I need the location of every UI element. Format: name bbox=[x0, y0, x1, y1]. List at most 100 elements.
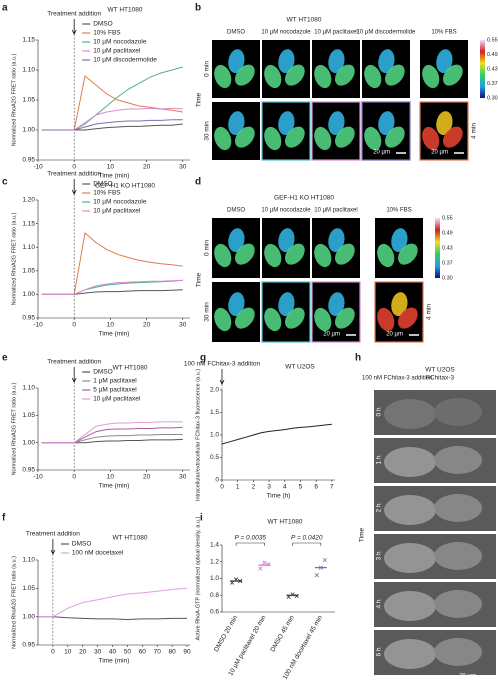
data-point bbox=[290, 592, 295, 597]
row-label: 1 h bbox=[376, 455, 383, 464]
colorbar-label: 0.30 bbox=[442, 275, 453, 281]
x-tick-label: 30 bbox=[179, 322, 187, 329]
annotation-arrow bbox=[71, 19, 77, 35]
panel-subtitle: FChitax-3 bbox=[426, 375, 455, 382]
cell bbox=[377, 307, 395, 332]
data-point bbox=[294, 594, 299, 599]
x-tick-label: 10 bbox=[107, 474, 115, 481]
x-axis-label: Time (min) bbox=[99, 483, 130, 490]
cell bbox=[385, 126, 405, 148]
y-tick-label: 1.2 bbox=[210, 558, 219, 565]
panel-title: GEF-H1 KO HT1080 bbox=[274, 195, 334, 202]
cell bbox=[436, 111, 453, 136]
cell bbox=[398, 307, 418, 329]
p-value: P = 0.0035 bbox=[235, 535, 267, 542]
cell bbox=[285, 307, 305, 329]
cell bbox=[377, 243, 395, 268]
x-tick-label: 20 bbox=[79, 649, 87, 656]
legend-label: 1 µM paclitaxel bbox=[93, 378, 137, 385]
x-tick-label: 3 bbox=[267, 484, 271, 491]
y-tick-label: 1.0 bbox=[210, 432, 219, 439]
annotation-arrow bbox=[71, 179, 77, 195]
x-axis-label: Time (min) bbox=[99, 173, 130, 180]
series-line bbox=[41, 289, 183, 295]
x-tick-label: 70 bbox=[154, 649, 162, 656]
x-tick-label: 50 bbox=[124, 649, 132, 656]
colorbar-label: 0.37 bbox=[442, 260, 453, 266]
x-tick-label: -10 bbox=[33, 322, 43, 329]
column-header: 10% FBS bbox=[386, 208, 411, 214]
series-line bbox=[41, 232, 183, 295]
x-tick-label: 0 bbox=[220, 484, 224, 491]
cell bbox=[385, 64, 405, 86]
x-tick-label: 40 bbox=[109, 649, 117, 656]
y-tick-label: 1.00 bbox=[22, 291, 35, 298]
y-tick-label: 1.05 bbox=[22, 97, 35, 104]
cell bbox=[235, 126, 255, 148]
series-line bbox=[38, 587, 188, 618]
cell bbox=[364, 64, 382, 89]
chart-title: WT HT1080 bbox=[113, 535, 148, 542]
y-tick-label: 1.00 bbox=[22, 127, 35, 134]
cell bbox=[314, 126, 332, 151]
legend-label: DMSO bbox=[93, 21, 113, 28]
row-label: 2 h bbox=[376, 503, 383, 512]
cell bbox=[364, 126, 382, 151]
cell bbox=[214, 243, 232, 268]
data-point bbox=[286, 594, 291, 600]
x-tick-label: 10 bbox=[107, 164, 115, 171]
axis-label: Time bbox=[196, 93, 203, 108]
panel-label: i bbox=[200, 513, 203, 524]
x-tick-label: 30 bbox=[179, 164, 187, 171]
row-label: 4 min bbox=[471, 123, 478, 139]
colorbar-label: 0.30 bbox=[487, 95, 498, 101]
annotation-text: Treatment addition bbox=[47, 171, 101, 178]
series-line bbox=[41, 107, 183, 131]
cell bbox=[436, 49, 453, 74]
series-line bbox=[41, 279, 183, 295]
cell bbox=[398, 243, 418, 265]
x-tick-label: 60 bbox=[139, 649, 147, 656]
cell bbox=[228, 228, 245, 253]
series-line bbox=[38, 616, 187, 621]
cell bbox=[264, 64, 282, 89]
cell bbox=[328, 292, 345, 317]
column-header: 10 µM paclitaxel bbox=[314, 208, 357, 214]
cell bbox=[434, 638, 482, 666]
x-tick-label: DMSO 20 min bbox=[213, 614, 240, 653]
colorbar-label: 0.37 bbox=[487, 81, 498, 87]
cell bbox=[214, 307, 232, 332]
scale-label: 20 µm bbox=[373, 150, 390, 156]
y-tick-label: 0.95 bbox=[22, 467, 35, 474]
colorbar-label: 0.43 bbox=[442, 245, 453, 251]
cell bbox=[443, 126, 463, 148]
panel-title: WT HT1080 bbox=[287, 17, 322, 24]
x-axis-label: Time (min) bbox=[99, 658, 130, 665]
column-header: DMSO bbox=[227, 208, 245, 214]
y-tick-label: 1.0 bbox=[210, 575, 219, 582]
cell bbox=[328, 228, 345, 253]
colorbar bbox=[435, 218, 440, 278]
legend-label: DMSO bbox=[72, 541, 92, 548]
y-tick-label: 1.10 bbox=[22, 67, 35, 74]
legend-label: 100 nM docetaxel bbox=[72, 550, 124, 557]
y-tick-label: 1.05 bbox=[22, 268, 35, 275]
x-tick-label: 20 bbox=[143, 164, 151, 171]
row-label: 30 min bbox=[204, 121, 211, 141]
x-tick-label: 30 bbox=[94, 649, 102, 656]
series-line bbox=[41, 119, 183, 131]
annotation-text: Treatment addition bbox=[47, 359, 101, 366]
y-axis-label: Normalized RhoA2G FRET ratio (a.u.) bbox=[11, 382, 17, 475]
cell bbox=[264, 307, 282, 332]
cell bbox=[235, 64, 255, 86]
annotation-text: Treatment addition bbox=[47, 11, 101, 18]
cell bbox=[228, 49, 245, 74]
x-tick-label: 10 bbox=[64, 649, 72, 656]
x-tick-label: 2 bbox=[252, 484, 256, 491]
chart-title: GEF-H1 KO HT1080 bbox=[95, 183, 155, 190]
colorbar-label: 0.49 bbox=[442, 230, 453, 236]
cell bbox=[422, 64, 440, 89]
cell bbox=[278, 49, 295, 74]
cell bbox=[434, 542, 482, 570]
cell bbox=[335, 126, 355, 148]
